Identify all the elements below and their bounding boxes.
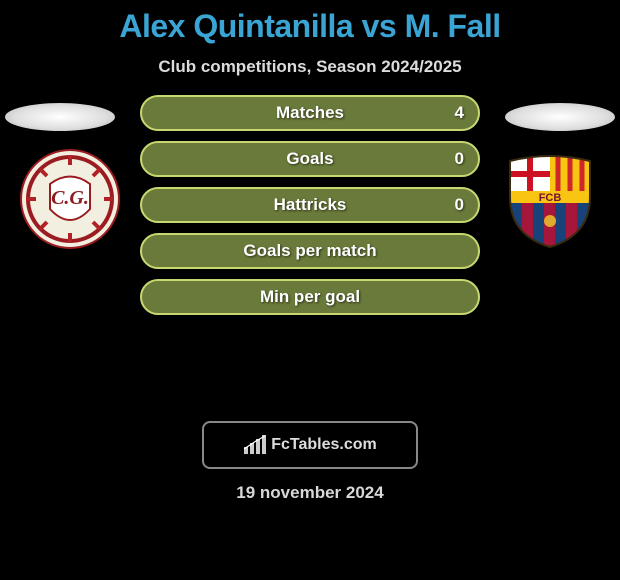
player-ellipse-left	[5, 103, 115, 131]
stat-label: Goals	[286, 149, 333, 169]
bars-chart-icon	[243, 435, 267, 455]
stat-value: 0	[455, 149, 464, 169]
club-crest-left: C.G.	[20, 149, 120, 249]
stat-label: Min per goal	[260, 287, 360, 307]
svg-text:C.G.: C.G.	[51, 187, 89, 209]
svg-text:FCB: FCB	[539, 192, 562, 204]
date-label: 19 november 2024	[0, 483, 620, 503]
stat-label: Matches	[276, 103, 344, 123]
stat-bar-hattricks: Hattricks 0	[140, 187, 480, 223]
barcelona-crest-icon: FCB	[500, 149, 600, 249]
stat-bar-goals: Goals 0	[140, 141, 480, 177]
watermark: FcTables.com	[202, 421, 418, 469]
watermark-text: FcTables.com	[271, 436, 377, 454]
stat-bars: Matches 4 Goals 0 Hattricks 0 Goals per …	[140, 95, 480, 325]
page-subtitle: Club competitions, Season 2024/2025	[0, 57, 620, 77]
stat-bar-min-per-goal: Min per goal	[140, 279, 480, 315]
gimnastic-crest-icon: C.G.	[20, 149, 120, 249]
stat-bar-goals-per-match: Goals per match	[140, 233, 480, 269]
stat-value: 4	[455, 103, 464, 123]
stat-bar-matches: Matches 4	[140, 95, 480, 131]
club-crest-right: FCB	[500, 149, 600, 249]
page-title: Alex Quintanilla vs M. Fall	[0, 0, 620, 45]
stat-label: Hattricks	[274, 195, 347, 215]
stat-label: Goals per match	[243, 241, 376, 261]
stat-value: 0	[455, 195, 464, 215]
player-ellipse-right	[505, 103, 615, 131]
comparison-content: C.G. FCB	[0, 95, 620, 415]
